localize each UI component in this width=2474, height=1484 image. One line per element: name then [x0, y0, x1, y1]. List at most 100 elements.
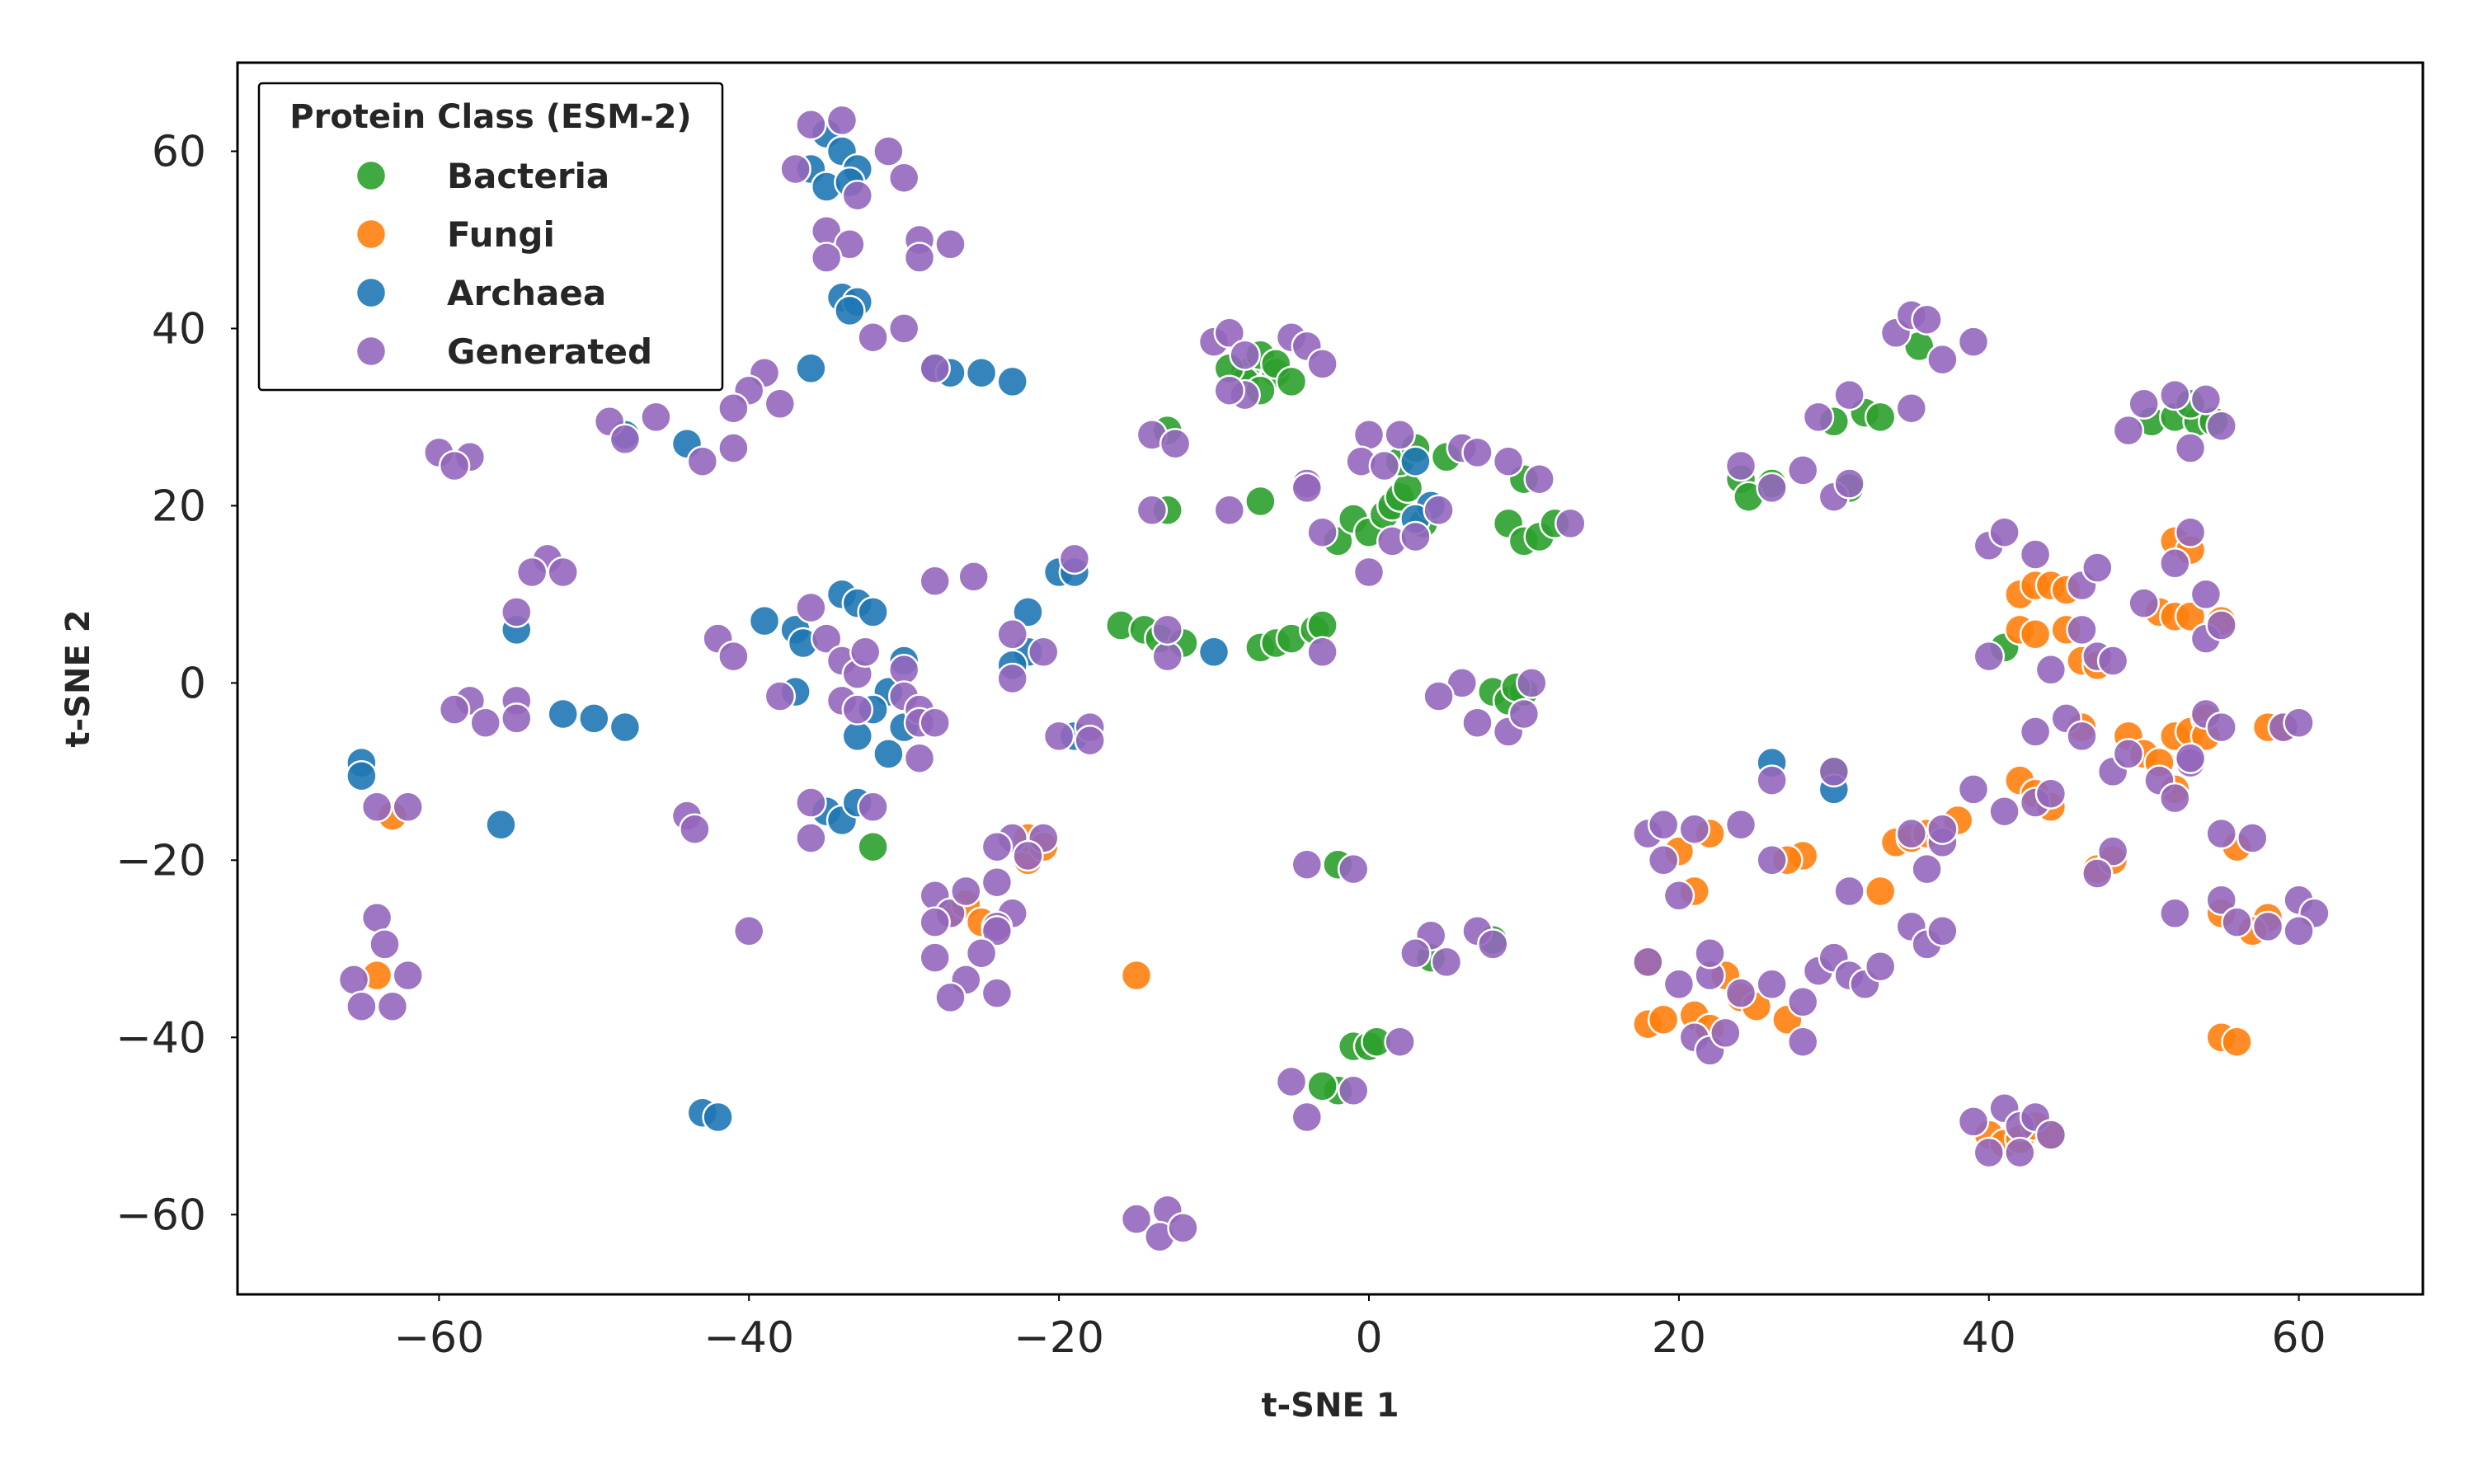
legend-entry-fungi: Fungi [355, 214, 555, 255]
points-layer [337, 104, 2331, 1253]
x-axis-title: t-SNE 1 [1261, 1387, 1399, 1425]
point-generated [2283, 707, 2315, 739]
point-generated [1786, 454, 1819, 486]
point-generated [392, 791, 424, 824]
x-tick-label: 40 [1962, 1313, 2016, 1363]
point-generated [919, 352, 951, 385]
legend-label: Bacteria [447, 156, 609, 196]
point-generated [1074, 724, 1106, 757]
point-archaea [841, 720, 874, 753]
point-archaea [702, 1101, 734, 1134]
point-generated [376, 990, 409, 1022]
point-archaea [609, 711, 642, 744]
point-generated [501, 702, 533, 735]
point-generated [919, 707, 951, 739]
y-tick-label: −20 [115, 836, 206, 885]
point-generated [1647, 809, 1680, 841]
point-generated [1352, 556, 1385, 589]
point-generated [732, 915, 765, 947]
y-tick-label: 40 [152, 304, 206, 354]
point-generated [1911, 852, 1943, 885]
y-tick-label: 60 [152, 127, 206, 176]
point-generated [1120, 1203, 1153, 1235]
point-generated [996, 662, 1028, 695]
point-generated [1895, 392, 1928, 425]
legend-entry-archaea: Archaea [355, 273, 606, 313]
legend-marker [355, 276, 388, 309]
point-fungi [2221, 1026, 2253, 1058]
point-generated [1213, 494, 1246, 527]
point-generated [1973, 1136, 2006, 1169]
point-generated [1028, 636, 1060, 669]
point-generated [1477, 928, 1509, 960]
point-generated [2066, 613, 2098, 646]
point-generated [1926, 343, 1959, 376]
point-generated [2174, 432, 2207, 464]
point-generated [2019, 538, 2052, 571]
point-generated [469, 707, 501, 739]
point-generated [2081, 552, 2114, 584]
legend-title: Protein Class (ESM-2) [289, 98, 691, 136]
point-bacteria [1864, 401, 1897, 434]
point-generated [934, 228, 967, 261]
point-generated [717, 392, 750, 425]
point-generated [841, 693, 874, 726]
point-generated [1291, 848, 1324, 881]
point-generated [965, 937, 998, 970]
y-tick-label: −60 [115, 1190, 206, 1240]
point-generated [2251, 910, 2284, 943]
point-fungi [1647, 1003, 1680, 1036]
point-generated [515, 556, 548, 589]
series-generated [337, 104, 2331, 1253]
point-generated [996, 618, 1028, 650]
legend-entries: Bacteria Fungi Archaea Generated [355, 156, 652, 372]
point-generated [1988, 516, 2020, 548]
point-generated [1384, 419, 1416, 451]
point-generated [795, 591, 827, 624]
point-generated [1523, 463, 1555, 495]
point-generated [360, 901, 393, 934]
point-generated [1306, 516, 1338, 548]
point-generated [841, 179, 874, 212]
point-generated [1151, 613, 1183, 646]
point-generated [1306, 348, 1338, 380]
legend-marker [355, 218, 388, 251]
point-generated [2096, 645, 2129, 677]
point-generated [934, 981, 967, 1014]
point-generated [1756, 968, 1788, 1001]
point-generated [1136, 494, 1169, 527]
point-generated [1384, 1026, 1416, 1058]
point-generated [1213, 317, 1246, 350]
point-archaea [346, 759, 378, 792]
point-generated [1058, 542, 1091, 575]
point-generated [1461, 707, 1493, 739]
y-axis-title: t-SNE 2 [59, 609, 97, 747]
point-generated [1694, 937, 1726, 970]
point-generated [1012, 839, 1044, 872]
point-generated [919, 942, 951, 974]
point-archaea [965, 356, 998, 389]
point-generated [857, 321, 889, 354]
plot-frame [236, 61, 2425, 1296]
point-fungi [2174, 600, 2207, 633]
point-generated [1275, 1065, 1308, 1098]
point-generated [2034, 1119, 2067, 1151]
point-generated [1430, 946, 1463, 979]
point-archaea [834, 294, 866, 327]
point-archaea [748, 604, 781, 637]
point-generated [717, 432, 750, 464]
legend: Protein Class (ESM-2) Bacteria Fungi Archa… [257, 82, 724, 392]
point-generated [1632, 946, 1664, 979]
point-generated [1756, 764, 1788, 796]
point-generated [2236, 822, 2269, 854]
point-generated [2205, 817, 2237, 850]
point-generated [1926, 915, 1959, 947]
point-generated [795, 822, 827, 854]
legend-entry-bacteria: Bacteria [355, 156, 609, 196]
point-generated [1337, 852, 1370, 885]
point-generated [1042, 720, 1075, 753]
point-generated [1802, 401, 1835, 434]
point-generated [1786, 1026, 1819, 1058]
legend-label: Generated [447, 331, 652, 372]
